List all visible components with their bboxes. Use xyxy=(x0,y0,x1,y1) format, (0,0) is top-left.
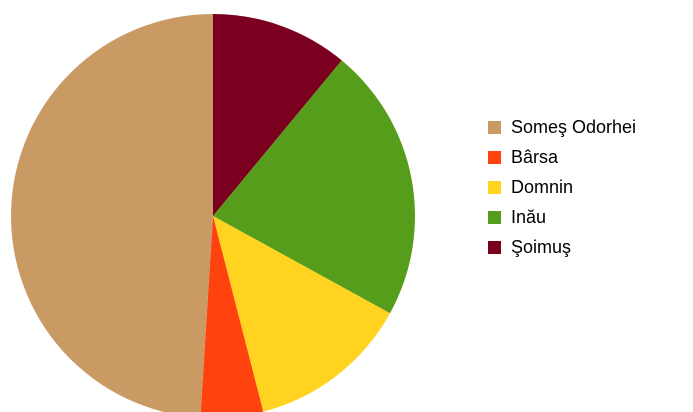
legend-item-soimus: Şoimuş xyxy=(488,232,636,262)
pie-slice-b-rsa xyxy=(200,216,264,412)
legend-item-inau: Inău xyxy=(488,202,636,232)
legend-swatch-soimus xyxy=(488,240,501,254)
legend-swatch-barsa xyxy=(488,150,501,164)
pie-slice-in-u xyxy=(213,60,415,314)
legend-swatch-domnin xyxy=(488,180,501,194)
pie-slice-domnin xyxy=(213,216,391,412)
legend-label: Someş Odorhei xyxy=(511,117,637,137)
pie-slice--oimu- xyxy=(213,14,342,216)
legend-label: Şoimuş xyxy=(511,237,572,257)
legend-label: Inău xyxy=(511,207,547,227)
legend-item-barsa: Bârsa xyxy=(488,142,636,172)
legend-swatch-somes-odorhei xyxy=(488,120,501,134)
legend-swatch-inau xyxy=(488,210,501,224)
chart-legend: Someş Odorhei Bârsa Domnin Inău Şoimuş xyxy=(488,112,636,262)
pie-slice-some-odorhei xyxy=(11,14,213,412)
legend-item-somes-odorhei: Someş Odorhei xyxy=(488,112,636,142)
legend-item-domnin: Domnin xyxy=(488,172,636,202)
legend-label: Bârsa xyxy=(511,147,559,167)
legend-label: Domnin xyxy=(511,177,574,197)
